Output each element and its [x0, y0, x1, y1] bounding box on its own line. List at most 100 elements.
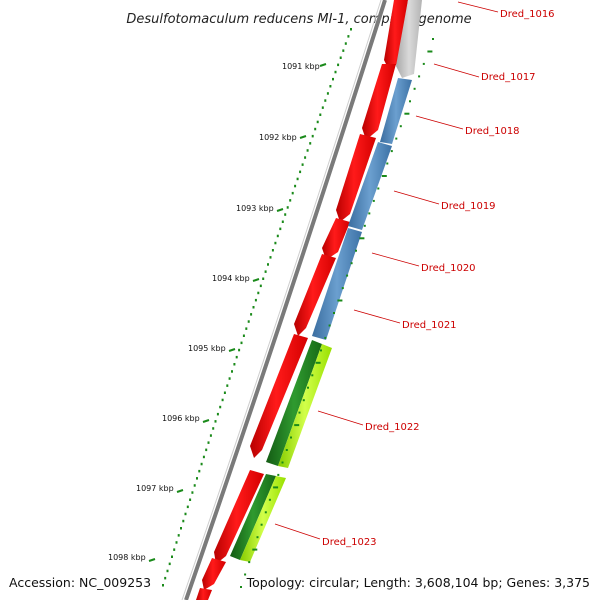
ruler-dot — [191, 491, 194, 494]
ruler-dot — [254, 298, 257, 302]
gene-label[interactable]: Dred_1021 — [402, 320, 457, 331]
cds-feature[interactable] — [384, 0, 408, 72]
ruler-dot — [314, 127, 317, 131]
gene-label[interactable]: Dred_1019 — [441, 201, 496, 212]
inner-tick — [422, 62, 425, 65]
inner-tick — [399, 125, 402, 128]
inner-tick — [386, 162, 389, 165]
ruler-dot — [306, 149, 309, 152]
ruler-dot — [321, 106, 324, 109]
ruler-dot — [276, 234, 279, 238]
blue-feature[interactable] — [312, 228, 362, 340]
inner-tick — [368, 212, 371, 215]
ruler-dot — [324, 99, 327, 102]
gene-label[interactable]: Dred_1016 — [500, 9, 555, 20]
ruler-dot — [326, 92, 329, 95]
ruler-dot — [247, 320, 250, 323]
inner-tick — [244, 573, 247, 576]
ruler-dot — [228, 377, 231, 380]
ruler-dot — [250, 313, 253, 316]
ruler-dot — [301, 163, 304, 166]
gene-label[interactable]: Dred_1017 — [481, 72, 536, 83]
ruler-dot — [350, 28, 352, 31]
ruler-dot — [289, 199, 292, 202]
ruler-dot — [193, 484, 196, 487]
ruler-dot — [267, 263, 269, 266]
ruler-dot — [200, 462, 203, 466]
light-green-feature[interactable] — [240, 476, 286, 562]
inner-tick — [240, 586, 242, 588]
leader-line — [433, 63, 480, 78]
accession-text: Accession: NC_009253 — [9, 575, 151, 590]
ruler-dot — [279, 227, 282, 231]
ruler-dot — [242, 334, 245, 337]
ruler-dot — [189, 498, 192, 501]
ruler-dot — [221, 398, 224, 402]
cds-feature[interactable] — [322, 218, 350, 260]
inner-tick — [273, 486, 279, 489]
inner-tick — [350, 262, 353, 265]
cds-feature[interactable] — [196, 588, 212, 600]
leader-line — [457, 1, 499, 13]
cds-feature[interactable] — [214, 470, 264, 564]
inner-tick — [395, 137, 398, 140]
cds-feature[interactable] — [294, 254, 336, 336]
gene-label[interactable]: Dred_1020 — [421, 263, 476, 274]
ruler-dot — [177, 534, 180, 537]
inner-tick — [413, 87, 416, 90]
blue-feature[interactable] — [348, 142, 392, 230]
inner-tick — [320, 349, 322, 352]
ruler-dot — [334, 70, 337, 74]
ruler-dot — [339, 56, 342, 59]
ruler-dot — [337, 63, 340, 67]
inner-tick — [252, 548, 258, 551]
gene-label[interactable]: Dred_1022 — [365, 422, 420, 433]
cds-feature[interactable] — [250, 334, 308, 458]
cds-feature[interactable] — [362, 64, 396, 140]
ruler-dot — [240, 341, 243, 345]
ruler-dot — [168, 562, 171, 566]
gene-label[interactable]: Dred_1023 — [322, 537, 377, 548]
inner-tick — [264, 511, 267, 514]
ruler-dot — [311, 134, 314, 138]
kbp-tick — [252, 278, 260, 282]
ruler-dot — [166, 569, 169, 573]
inner-tick — [248, 561, 251, 564]
gene-label[interactable]: Dred_1018 — [465, 126, 520, 137]
ruler-dot — [296, 177, 299, 181]
inner-tick — [359, 237, 365, 240]
inner-tick — [290, 436, 292, 439]
ruler-dot — [202, 455, 205, 459]
kbp-label: 1094 kbp — [212, 274, 250, 283]
ruler-dot — [164, 576, 167, 580]
ruler-dot — [299, 170, 302, 174]
inner-tick — [381, 175, 387, 177]
ruler-dot — [205, 448, 208, 452]
ruler-dot — [207, 441, 210, 444]
kbp-scale: 1091 kbp 1092 kbp 1093 kbp 1094 kbp 1095… — [108, 62, 327, 562]
inner-tick — [328, 324, 331, 327]
ruler-dot — [216, 412, 219, 416]
ruler-dot — [173, 548, 176, 551]
inner-tick — [409, 100, 411, 103]
inner-tick — [260, 523, 263, 526]
cds-feature[interactable] — [202, 558, 226, 590]
inner-tick — [315, 361, 321, 364]
blue-feature[interactable] — [380, 78, 412, 144]
kbp-tick — [176, 489, 184, 493]
dark-green-feature[interactable] — [230, 474, 276, 560]
dark-green-feature[interactable] — [266, 340, 322, 466]
map-title: Desulfotomaculum reducens MI-1, complete… — [126, 12, 471, 27]
gray-feature[interactable] — [396, 0, 422, 78]
inner-tick — [337, 299, 343, 302]
leader-line — [353, 309, 401, 324]
cds-feature[interactable] — [336, 134, 376, 222]
inner-tick — [302, 399, 305, 402]
genome-summary-text: Topology: circular; Length: 3,608,104 bp… — [246, 575, 590, 590]
kbp-tick — [148, 558, 156, 562]
kbp-label: 1096 kbp — [162, 414, 200, 423]
ruler-dot — [329, 85, 332, 88]
ruler-dot — [231, 370, 233, 373]
inner-tick — [307, 386, 309, 389]
